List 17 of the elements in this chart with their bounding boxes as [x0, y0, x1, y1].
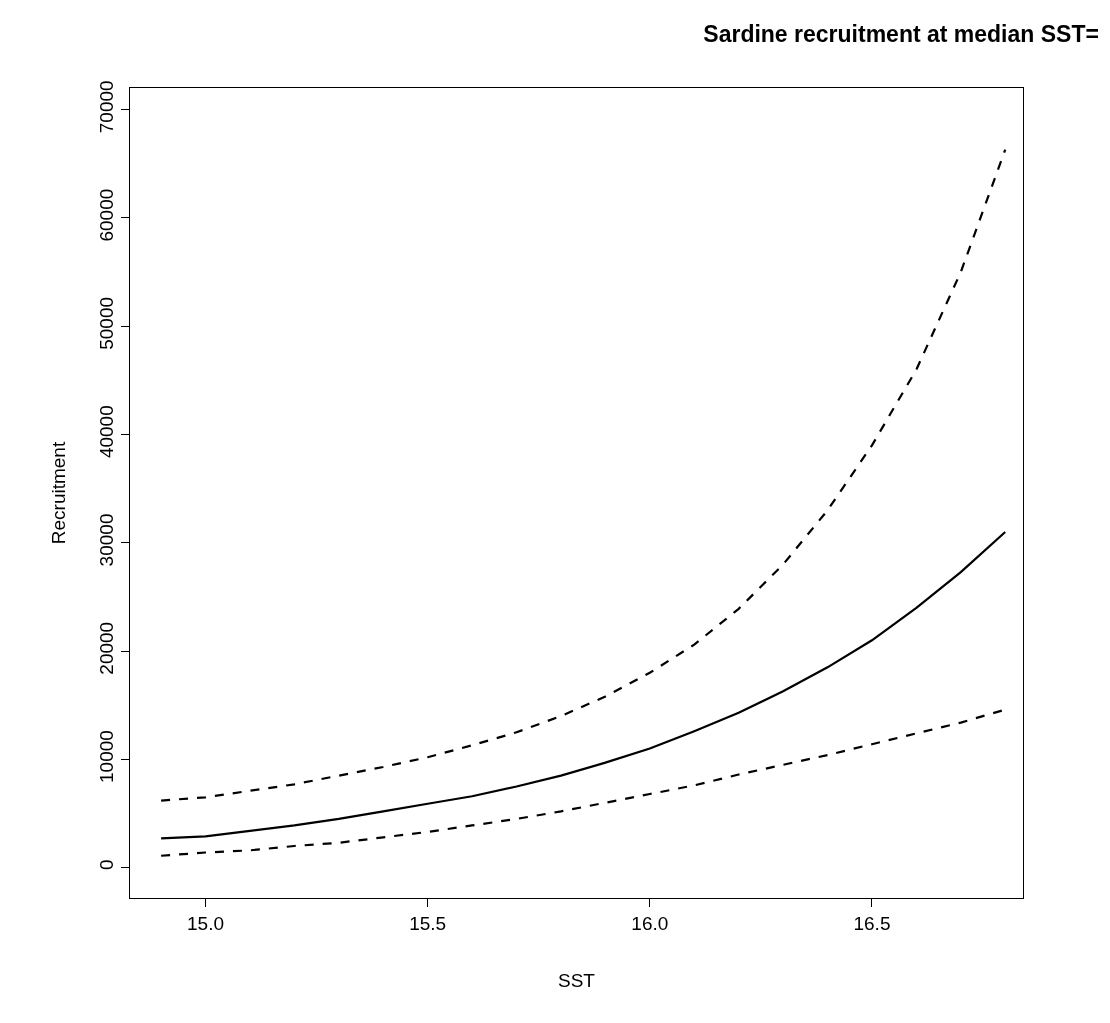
y-axis-title: Recruitment: [48, 441, 70, 545]
x-tick-label: 16.5: [853, 912, 891, 934]
y-tick-label: 70000: [96, 80, 118, 134]
y-tick-label: 20000: [96, 621, 118, 675]
x-tick-label: 15.0: [187, 912, 225, 934]
x-tick-label: 15.5: [409, 912, 447, 934]
y-tick-label: 60000: [96, 188, 118, 242]
y-tick-label: 40000: [96, 405, 118, 459]
y-tick-label: 50000: [96, 296, 118, 350]
chart-title: Sardine recruitment at median SST=: [703, 20, 1099, 47]
line-series: [160, 148, 1007, 802]
y-tick-label: 0: [96, 859, 118, 871]
x-tick-label: 16.0: [631, 912, 669, 934]
line-series: [160, 530, 1007, 840]
x-axis-title: SST: [558, 969, 596, 991]
y-tick-label: 10000: [96, 730, 118, 783]
y-tick-label: 30000: [96, 513, 118, 567]
